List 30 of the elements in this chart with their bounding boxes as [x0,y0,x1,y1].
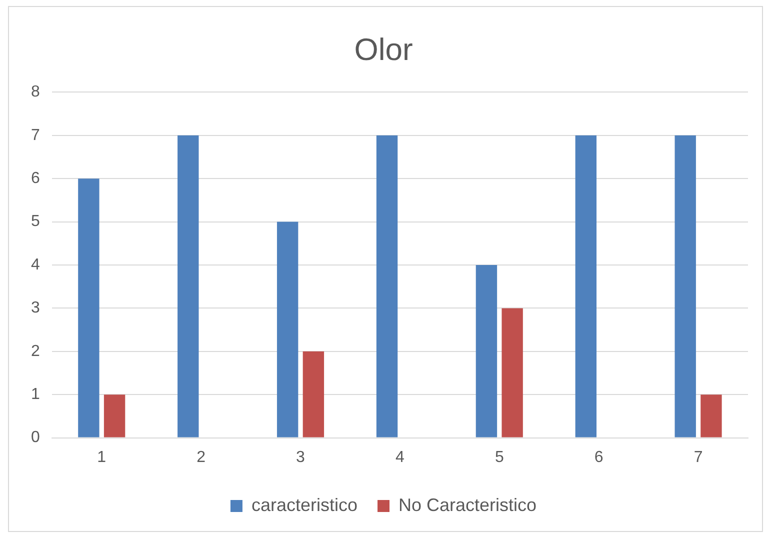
x-tick-label: 4 [395,448,404,466]
bar [700,394,722,438]
bar [104,394,126,438]
y-tick-label: 2 [30,342,40,360]
x-tick-label: 3 [296,448,306,466]
x-tick-label: 2 [196,448,206,466]
y-tick-label: 5 [30,213,40,230]
legend-label: No Caracteristico [398,494,537,515]
chart-title: Olor [354,32,413,68]
y-tick-label: 7 [30,126,40,144]
y-tick-label: 8 [30,84,40,101]
x-tick-label: 5 [494,448,504,466]
bar [575,135,597,438]
bar [476,265,498,438]
bar [502,308,523,438]
y-tick-label: 4 [30,256,40,274]
y-tick-label: 6 [30,170,40,188]
x-tick-label: 1 [97,448,106,466]
bar [78,178,100,438]
y-tick-label: 1 [30,386,40,404]
bar [302,351,324,438]
bar [178,135,199,438]
x-tick-label: 7 [694,448,703,466]
bar [376,135,398,438]
y-tick-label: 3 [30,300,40,317]
bar [276,222,298,438]
bar [674,135,696,438]
legend-label: caracteristico [251,494,358,515]
y-tick-label: 0 [30,429,40,446]
x-tick-label: 6 [594,448,604,466]
